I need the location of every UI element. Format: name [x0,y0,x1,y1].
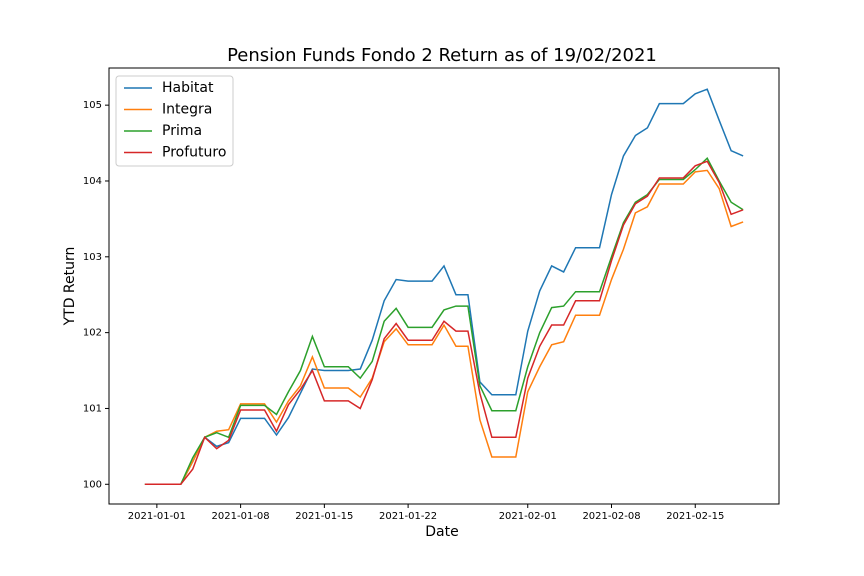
legend-box [115,75,234,167]
x-tick-label: 2021-01-08 [212,511,270,522]
x-axis-label: Date [425,524,458,540]
x-tick-label: 2021-01-01 [128,511,186,522]
x-tick-label: 2021-02-01 [499,511,557,522]
legend: Habitat Integra Prima Profuturo [115,75,234,167]
legend-label: Prima [162,123,202,139]
y-tick-label: 105 [83,100,102,111]
series-line [144,169,744,486]
plot-frame [108,67,780,505]
series-line [144,157,744,486]
y-tick-label: 100 [83,479,102,490]
x-tick-label: 2021-01-15 [295,511,353,522]
x-tick-label: 2021-01-22 [379,511,437,522]
x-tick-label: 2021-02-15 [666,511,724,522]
x-tick-label: 2021-02-08 [582,511,640,522]
legend-label: Integra [162,102,212,118]
y-tick-label: 103 [83,252,102,263]
legend-label: Habitat [162,80,214,96]
y-axis-label: YTD Return [62,247,78,327]
y-tick-label: 104 [83,176,102,187]
series-line [144,88,744,486]
chart-title: Pension Funds Fondo 2 Return as of 19/02… [227,45,657,66]
series-line [144,160,744,486]
legend-label: Profuturo [162,145,226,161]
y-tick-label: 101 [83,403,102,414]
y-tick-label: 102 [83,328,102,339]
